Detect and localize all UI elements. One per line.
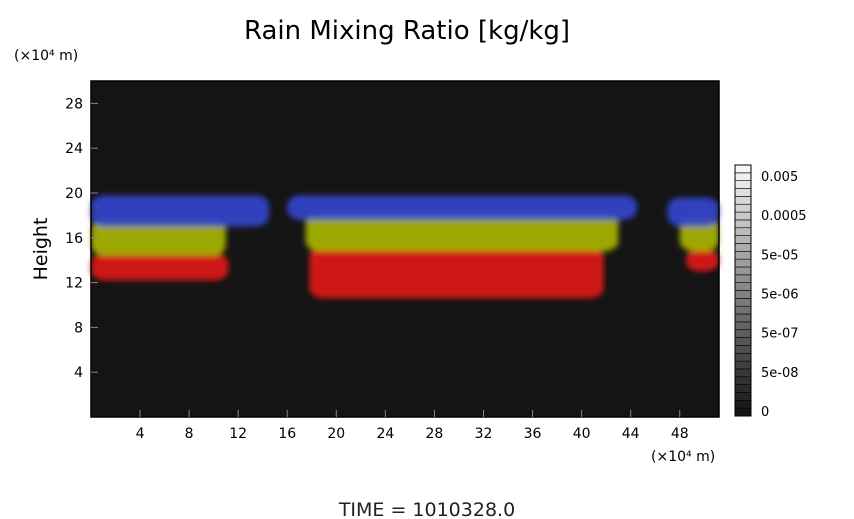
colorbar-tick-label: 0.005 <box>761 170 798 185</box>
colorbar-segment <box>734 258 752 268</box>
yellow-band-1 <box>91 219 226 256</box>
colorbar-segment <box>734 352 752 362</box>
red-band-2 <box>309 246 604 299</box>
colorbar-segment <box>734 329 752 338</box>
red-band-3 <box>685 249 719 272</box>
x-axis: 4 8 12 16 20 24 28 32 36 40 44 48 <box>136 410 689 442</box>
colorbar-segment <box>734 188 752 197</box>
colorbar-tick-label: 0.0005 <box>761 209 807 224</box>
y-axis-unit: (×10⁴ m) <box>14 48 78 64</box>
red-band-1 <box>91 253 229 281</box>
blue-band-3 <box>667 197 719 227</box>
x-tick-label: 20 <box>327 426 345 442</box>
x-tick-label: 36 <box>524 426 542 442</box>
colorbar-segment <box>734 360 752 370</box>
colorbar-segment <box>734 400 752 409</box>
yellow-band-2 <box>305 213 619 252</box>
y-tick-label: 12 <box>65 276 83 292</box>
x-tick-label: 16 <box>278 426 296 442</box>
blue-band-1 <box>91 195 269 227</box>
y-axis-label: Height <box>30 218 52 281</box>
colorbar-tick-label: 5e-05 <box>761 248 799 263</box>
colorbar-segment <box>734 321 752 331</box>
colorbar-segment <box>734 196 752 205</box>
colorbar-segment <box>734 376 752 385</box>
colorbar-segment <box>734 227 752 236</box>
y-tick-label: 20 <box>65 186 83 202</box>
rain-field <box>91 195 719 299</box>
colorbar-frame <box>734 164 752 417</box>
colorbar-segment <box>734 172 752 181</box>
x-axis-unit: (×10⁴ m) <box>651 449 715 465</box>
x-tick-label: 12 <box>229 426 247 442</box>
x-tick-label: 48 <box>671 426 689 442</box>
colorbar-segment <box>734 243 752 252</box>
chart-title: Rain Mixing Ratio [kg/kg] <box>244 16 570 46</box>
plot-frame <box>90 80 720 418</box>
colorbar-segment <box>734 298 752 307</box>
colorbar-segment <box>734 203 752 213</box>
colorbar-tick-label: 5e-08 <box>761 366 799 381</box>
colorbar-segment <box>734 235 752 244</box>
x-tick-label: 24 <box>376 426 394 442</box>
colorbar-segment <box>734 180 752 189</box>
colorbar-segment <box>734 368 752 378</box>
colorbar-segment <box>734 282 752 291</box>
x-tick-label: 40 <box>573 426 591 442</box>
colorbar-segment <box>734 345 752 354</box>
colorbar-labels: 0.005 0.0005 5e-05 5e-06 5e-07 5e-08 0 <box>761 170 807 420</box>
y-tick-label: 28 <box>65 96 83 112</box>
colorbar-segment <box>734 407 752 417</box>
x-tick-label: 44 <box>622 426 640 442</box>
colorbar-segment <box>734 274 752 283</box>
x-tick-label: 28 <box>426 426 444 442</box>
colorbar-segment <box>734 313 752 323</box>
time-label: TIME = 1010328.0 <box>338 499 515 519</box>
colorbar-segment <box>734 250 752 260</box>
y-tick-label: 24 <box>65 141 83 157</box>
colorbar-segment <box>734 392 752 401</box>
colorbar-tick-label: 0 <box>761 405 769 420</box>
y-tick-label: 8 <box>74 320 83 336</box>
colorbar-segment <box>734 290 752 299</box>
colorbar-segment <box>734 211 752 221</box>
colorbar-tick-label: 5e-07 <box>761 327 799 342</box>
y-tick-label: 4 <box>74 365 83 381</box>
colorbar-segment <box>734 384 752 393</box>
y-axis: 4 8 12 16 20 24 28 <box>65 96 98 381</box>
colorbar-segment <box>734 305 752 315</box>
x-tick-label: 4 <box>136 426 145 442</box>
colorbar-segment <box>734 164 752 174</box>
colorbar-segment <box>734 266 752 276</box>
colorbar <box>734 164 752 417</box>
y-tick-label: 16 <box>65 231 83 247</box>
colorbar-segment <box>734 337 752 346</box>
x-tick-label: 8 <box>185 426 194 442</box>
x-tick-label: 32 <box>475 426 493 442</box>
blue-band-2 <box>287 195 637 220</box>
colorbar-tick-label: 5e-06 <box>761 288 799 303</box>
colorbar-segment <box>734 219 752 229</box>
